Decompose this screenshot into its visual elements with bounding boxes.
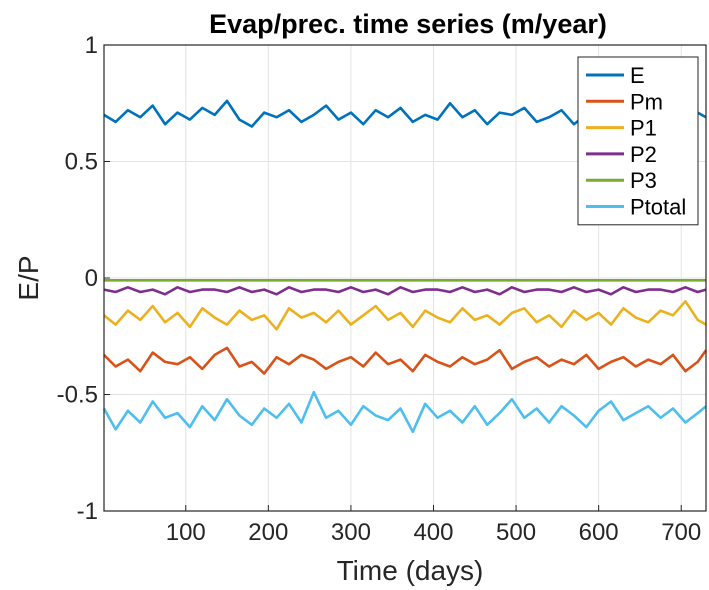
y-tick-label: -1 [77,498,98,525]
legend-label: P2 [630,142,657,167]
y-axis-label: E/P [13,255,44,300]
series-line-p2 [103,285,707,296]
x-tick-label: 500 [496,519,536,546]
x-tick-label: 600 [579,519,619,546]
series-line-p1 [103,299,707,331]
x-tick-label: 400 [413,519,453,546]
legend-label: P3 [630,168,657,193]
y-axis-ticks: -1 -0.5 0 0.5 1 [57,32,110,525]
legend-label: Ptotal [630,195,686,220]
chart-title: Evap/prec. time series (m/year) [209,9,607,39]
y-tick-label: 0.5 [65,149,98,176]
legend-label: Pm [630,89,663,114]
legend-box [577,56,699,226]
series-line-ptotal [102,390,707,434]
series-layer [102,99,708,434]
series-line-pm [103,346,708,375]
x-axis-label: Time (days) [337,555,484,586]
x-tick-label: 100 [166,519,206,546]
legend-label: E [630,63,645,88]
y-tick-label: 0 [85,265,98,292]
x-axis-ticks: 100 200 300 400 500 600 700 [166,505,701,546]
y-tick-label: -0.5 [57,382,98,409]
x-tick-label: 200 [248,519,288,546]
y-tick-label: 1 [85,32,98,59]
legend-label: P1 [630,116,657,141]
x-tick-label: 300 [331,519,371,546]
x-tick-label: 700 [661,519,701,546]
